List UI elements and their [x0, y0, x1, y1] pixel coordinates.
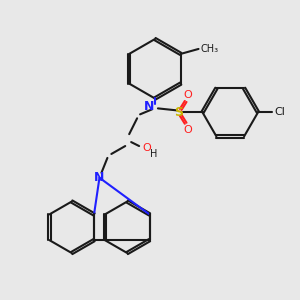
Text: Cl: Cl	[274, 107, 285, 117]
Text: N: N	[94, 171, 105, 184]
Text: S: S	[174, 106, 183, 119]
Text: O: O	[183, 89, 192, 100]
Text: H: H	[150, 149, 158, 159]
Text: N: N	[144, 100, 154, 113]
Text: CH₃: CH₃	[200, 44, 219, 54]
Text: O: O	[183, 125, 192, 135]
Text: O: O	[143, 143, 152, 153]
